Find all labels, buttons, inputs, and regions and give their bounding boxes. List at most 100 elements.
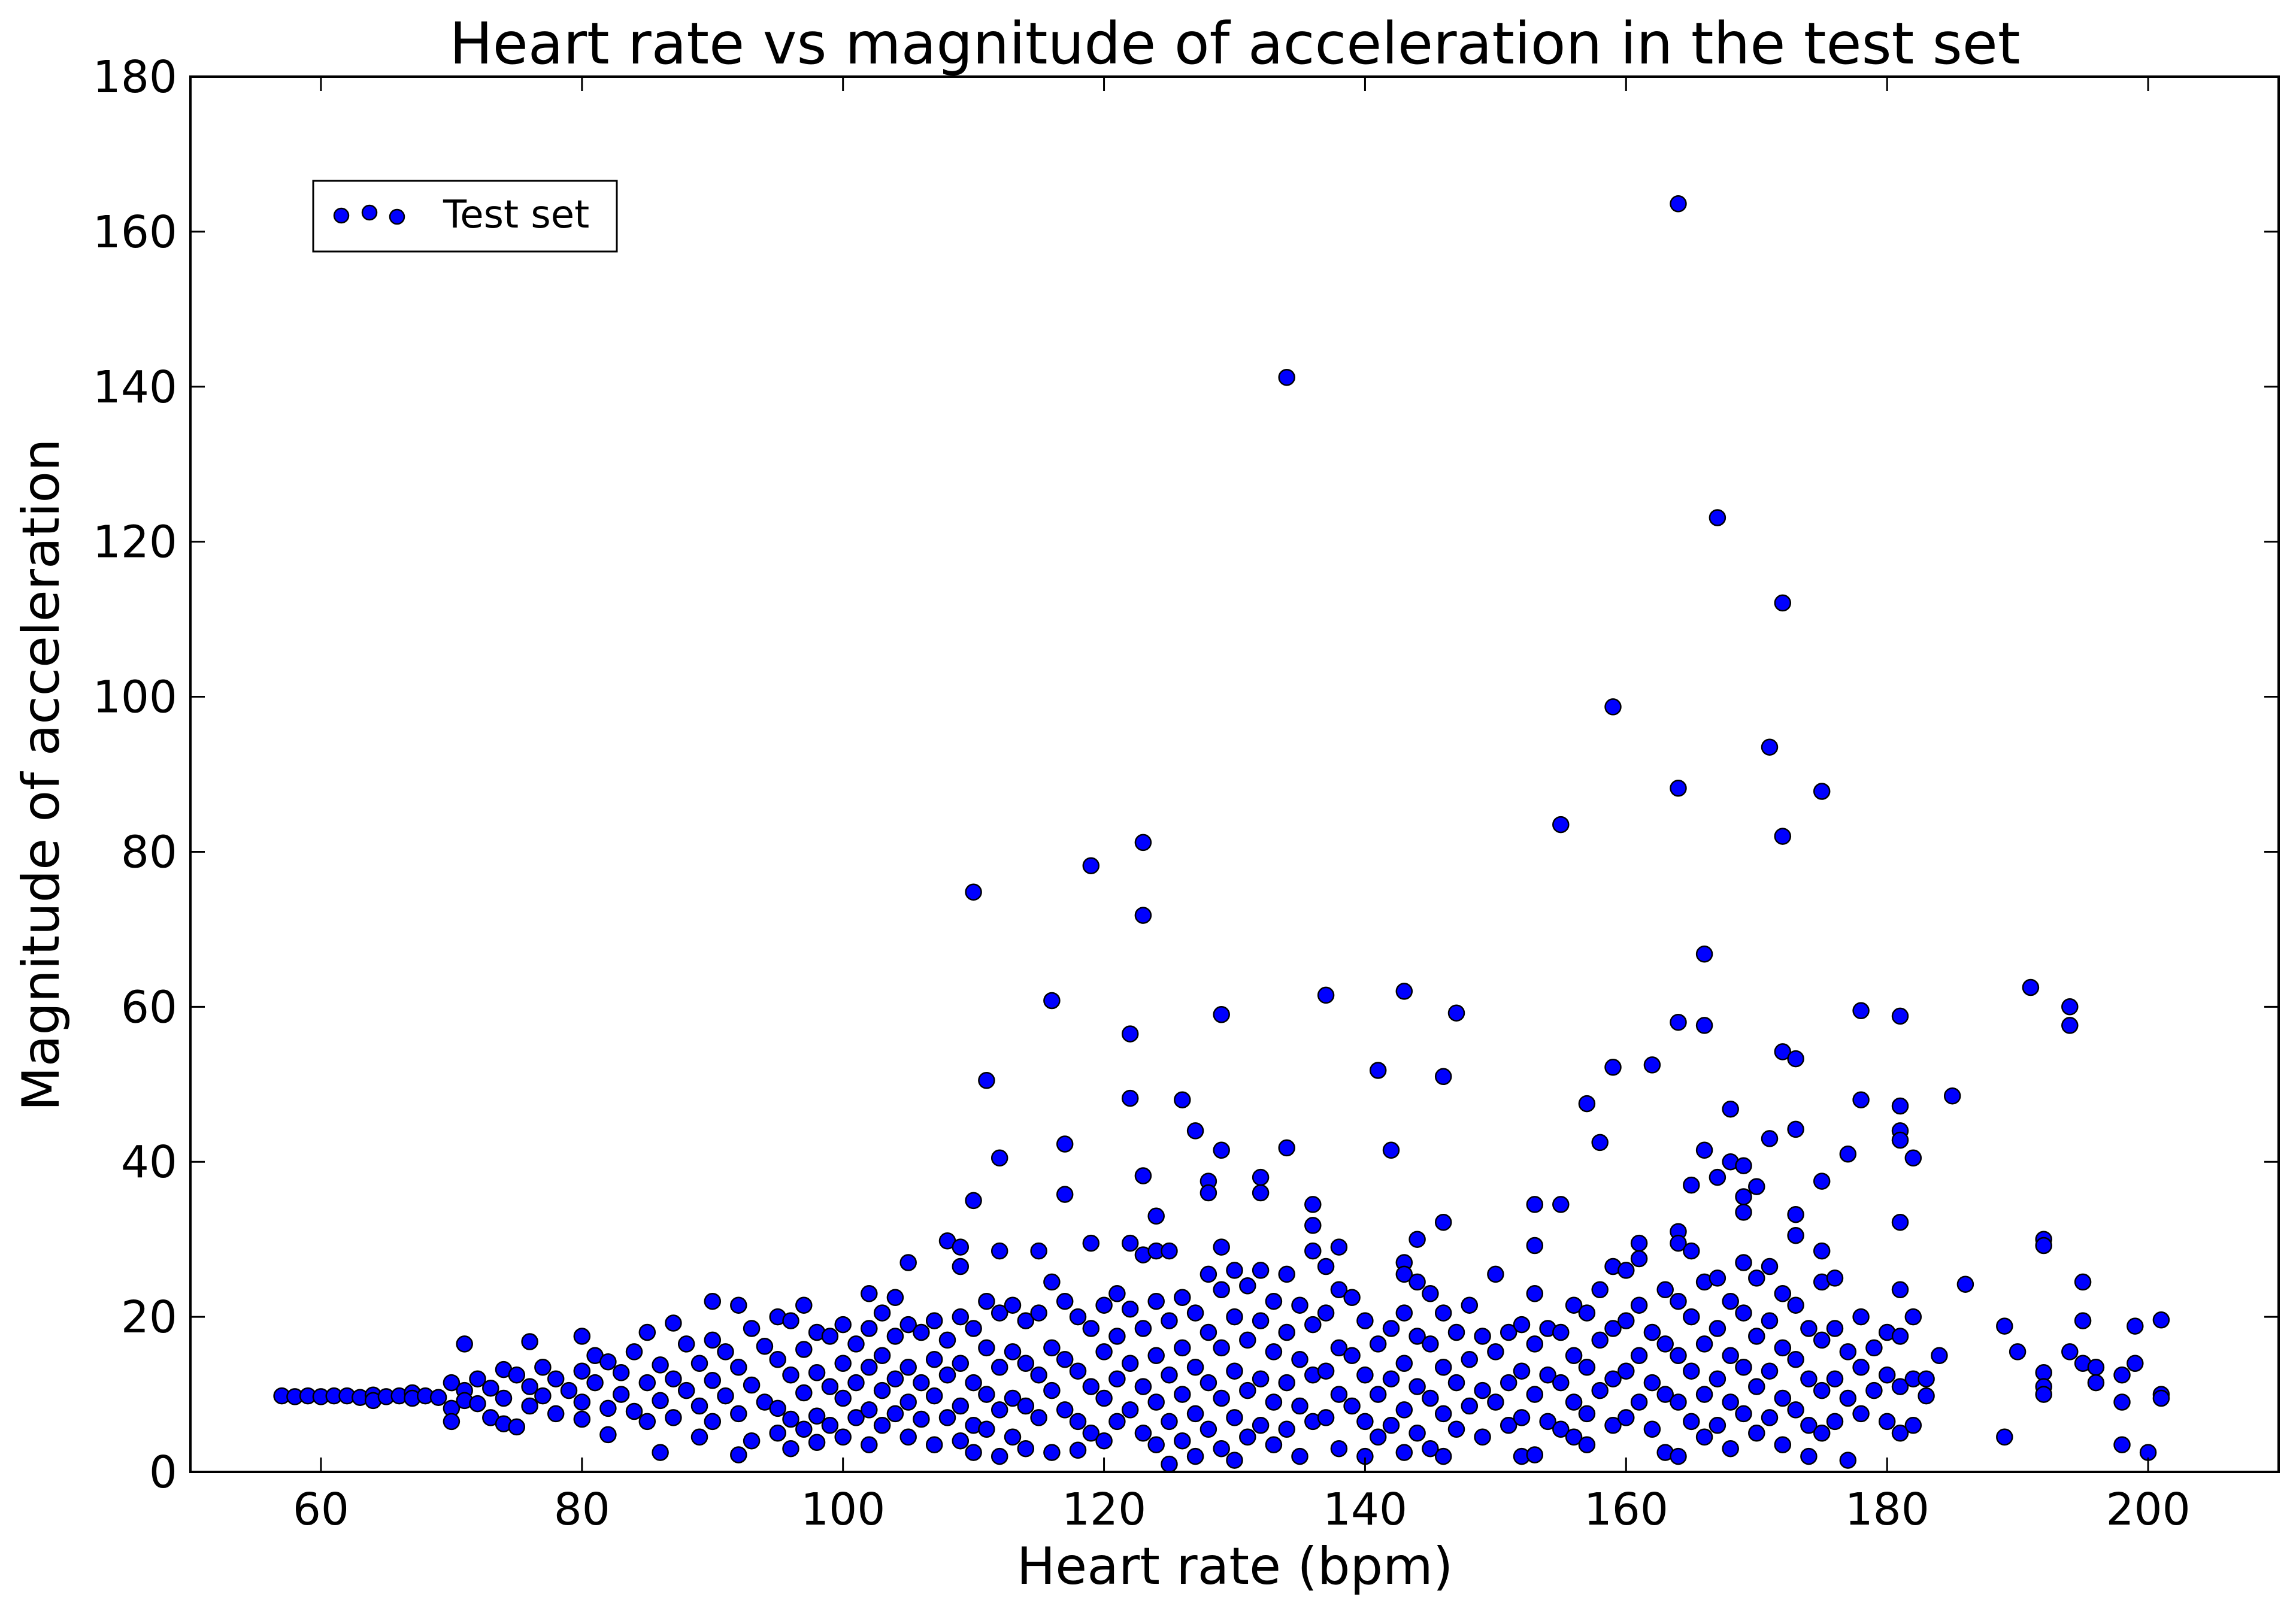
x-tick-label: 60: [293, 1484, 349, 1535]
data-point: [547, 1370, 565, 1387]
data-point: [1004, 1343, 1022, 1361]
data-point: [1813, 1425, 1831, 1442]
data-point: [2061, 998, 2079, 1016]
data-point: [1695, 1386, 1713, 1403]
data-point: [1761, 1130, 1779, 1147]
data-point: [717, 1343, 734, 1361]
data-point: [1826, 1320, 1844, 1337]
data-point: [1618, 1262, 1635, 1279]
data-point: [861, 1359, 878, 1376]
data-point: [1252, 1168, 1270, 1186]
data-point: [1278, 1420, 1295, 1438]
data-point: [1447, 1374, 1465, 1392]
data-point: [1774, 1043, 1792, 1060]
data-point: [1056, 1186, 1074, 1203]
data-point: [861, 1436, 878, 1453]
data-point: [1618, 1409, 1635, 1426]
data-point: [2035, 1237, 2052, 1255]
data-point: [1852, 1405, 1870, 1423]
x-axis-title: Heart rate (bpm): [1017, 1537, 1453, 1596]
data-point: [1043, 1444, 1061, 1461]
data-point: [1200, 1420, 1217, 1438]
data-point: [1709, 1370, 1726, 1387]
data-point: [1474, 1328, 1491, 1345]
data-point: [599, 1399, 617, 1417]
data-point: [665, 1314, 682, 1332]
data-point: [547, 1405, 565, 1423]
data-point: [1695, 946, 1713, 963]
data-point: [521, 1333, 538, 1350]
data-point: [1487, 1265, 1504, 1283]
data-point: [847, 1335, 865, 1353]
data-point: [1695, 1335, 1713, 1353]
data-point: [2113, 1393, 2131, 1411]
data-point: [443, 1374, 461, 1392]
data-point: [2061, 1017, 2079, 1034]
data-point: [1552, 1374, 1570, 1392]
data-point: [861, 1320, 878, 1337]
data-point: [638, 1374, 656, 1392]
data-point: [1121, 1355, 1139, 1372]
x-tick-label: 200: [2106, 1484, 2190, 1535]
data-point: [1891, 1131, 1909, 1149]
data-point: [1409, 1425, 1426, 1442]
data-point: [1317, 986, 1335, 1004]
data-point: [652, 1356, 669, 1374]
data-point: [1643, 1056, 1661, 1074]
data-point: [1278, 1139, 1295, 1157]
data-point: [952, 1308, 970, 1326]
data-point: [1526, 1446, 1544, 1464]
data-point: [965, 1374, 982, 1392]
data-point: [573, 1410, 591, 1428]
data-point: [1996, 1428, 2013, 1446]
data-point: [991, 1359, 1008, 1376]
legend: Test set: [312, 180, 618, 253]
data-point: [782, 1312, 799, 1329]
data-point: [1382, 1320, 1400, 1337]
data-point: [1735, 1188, 1752, 1205]
data-point: [861, 1285, 878, 1302]
data-point: [1434, 1359, 1452, 1376]
data-point: [1239, 1381, 1256, 1399]
data-point: [469, 1370, 486, 1387]
data-point: [1839, 1389, 1857, 1407]
data-point: [1291, 1296, 1308, 1314]
data-point: [1761, 1362, 1779, 1380]
data-point: [1709, 509, 1726, 526]
data-point: [769, 1425, 786, 1442]
data-point: [1852, 1002, 1870, 1020]
data-point: [1434, 1213, 1452, 1231]
data-point: [769, 1351, 786, 1368]
data-point: [1618, 1312, 1635, 1329]
data-point: [1056, 1292, 1074, 1310]
data-point: [991, 1401, 1008, 1419]
data-point: [756, 1338, 774, 1355]
data-point: [1826, 1370, 1844, 1387]
data-point: [1108, 1413, 1126, 1431]
data-point: [1134, 1425, 1152, 1442]
data-point: [495, 1389, 513, 1407]
plot-frame: [189, 75, 2280, 1473]
data-point: [938, 1331, 956, 1349]
data-point: [638, 1413, 656, 1431]
data-point: [1891, 1378, 1909, 1395]
data-point: [1826, 1413, 1844, 1431]
data-point: [1069, 1413, 1087, 1431]
data-point: [1539, 1413, 1556, 1431]
data-point: [1213, 1389, 1230, 1407]
data-point: [1774, 828, 1792, 845]
data-point: [456, 1335, 473, 1353]
data-point: [886, 1328, 904, 1345]
data-point: [1317, 1258, 1335, 1275]
data-point: [1147, 1207, 1165, 1225]
data-point: [534, 1359, 552, 1376]
data-point: [704, 1292, 722, 1310]
data-point: [886, 1370, 904, 1387]
data-point: [1304, 1196, 1322, 1213]
data-point: [2074, 1312, 2092, 1329]
data-point: [795, 1384, 813, 1402]
data-point: [1226, 1409, 1243, 1426]
data-point: [847, 1374, 865, 1392]
data-point: [834, 1428, 852, 1446]
data-point: [1735, 1405, 1752, 1423]
